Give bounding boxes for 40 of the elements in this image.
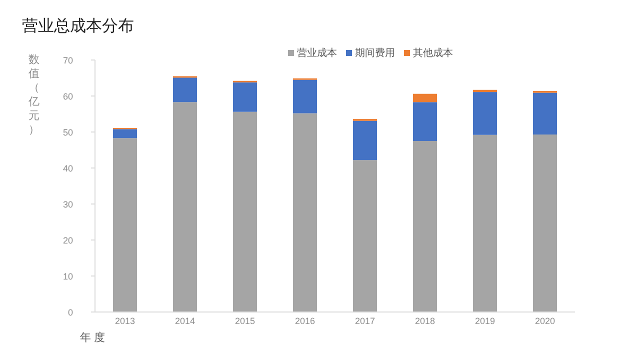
bar: [473, 134, 497, 312]
x-tick-label: 2019: [474, 316, 496, 326]
bar: [533, 134, 557, 312]
legend-label: 营业成本: [297, 47, 337, 59]
x-tick-label: 2020: [534, 316, 556, 326]
bar: [233, 82, 257, 112]
bar: [113, 138, 137, 312]
y-tick-label: 50: [62, 128, 73, 138]
bar: [413, 94, 437, 102]
bar: [473, 90, 497, 92]
x-tick-label: 2015: [234, 316, 256, 326]
x-tick-label: 2018: [414, 316, 436, 326]
bar: [413, 102, 437, 141]
legend-label: 期间费用: [355, 47, 395, 59]
bar: [173, 102, 197, 312]
y-tick-label: 60: [62, 92, 73, 102]
y-tick-label: 70: [62, 56, 73, 66]
bar: [353, 160, 377, 312]
bar: [473, 92, 497, 135]
bar: [173, 78, 197, 102]
y-tick-label: 40: [62, 164, 73, 174]
x-tick-label: 2016: [294, 316, 316, 326]
chart-title: 营业总成本分布: [22, 17, 134, 35]
x-tick-label: 2014: [174, 316, 196, 326]
y-tick-label: 20: [62, 236, 73, 246]
x-tick-label: 2017: [354, 316, 376, 326]
bar: [413, 141, 437, 312]
bar: [353, 120, 377, 160]
bar: [293, 80, 317, 114]
bar: [113, 129, 137, 138]
y-tick-label: 0: [68, 308, 73, 318]
bar: [293, 113, 317, 312]
y-tick-label: 10: [62, 272, 73, 282]
x-axis-title: 年 度: [80, 331, 106, 344]
y-axis-title: 数值（亿元）: [28, 54, 40, 136]
y-tick-label: 30: [62, 200, 73, 210]
legend-label: 其他成本: [413, 47, 453, 59]
x-tick-label: 2013: [114, 316, 136, 326]
bar: [233, 112, 257, 312]
bar: [533, 92, 557, 135]
